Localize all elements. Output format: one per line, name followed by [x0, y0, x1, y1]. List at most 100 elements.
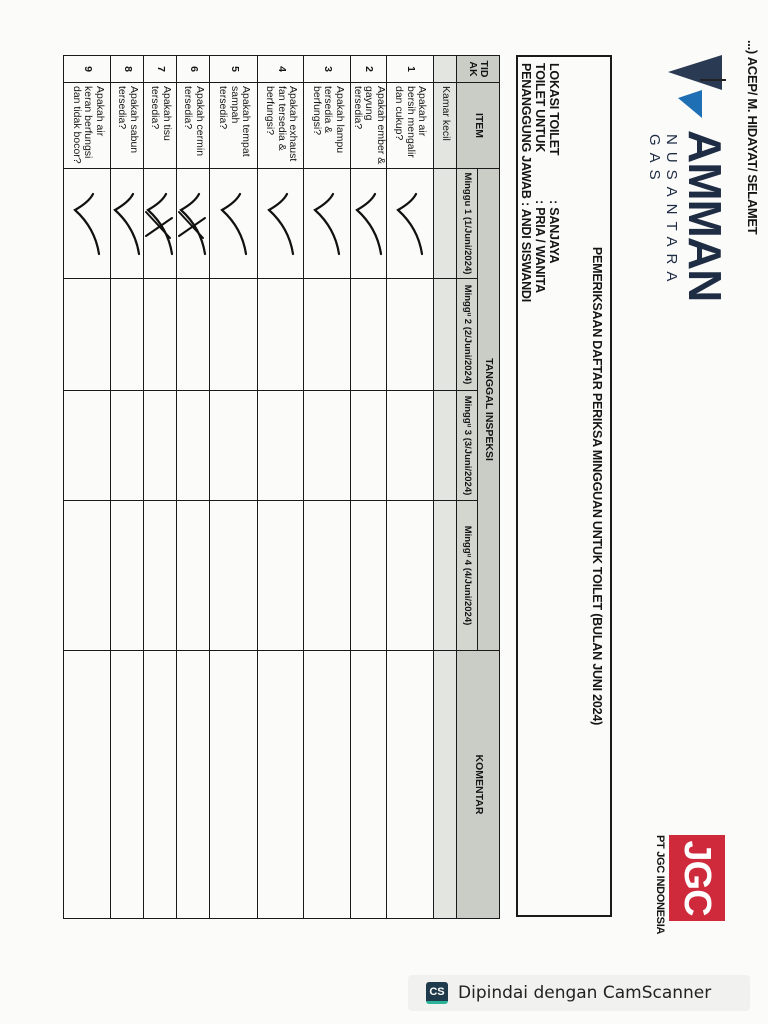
table-row: 1 Apakah air bersih mengalir dan cukup?	[386, 55, 434, 919]
row-item: Apakah ember & gayung tersedia?	[351, 82, 387, 169]
category-no	[433, 55, 457, 83]
empty-cell	[64, 278, 111, 391]
empty-cell	[386, 500, 434, 651]
row-item: Apakah cermin tersedia?	[177, 82, 210, 169]
empty-cell	[144, 650, 177, 919]
info-label: PENANGGUNG JAWAB	[519, 63, 533, 199]
row-number: 5	[210, 55, 258, 83]
check-mark	[386, 168, 434, 279]
table-row: 5 Apakah tempat sampah tersedia?	[210, 55, 258, 919]
row-number: 3	[304, 55, 351, 83]
amman-emblem-icon	[668, 55, 726, 118]
cell	[433, 278, 457, 391]
cell	[433, 168, 457, 279]
empty-cell	[386, 278, 434, 391]
empty-cell	[177, 278, 210, 391]
table-row: 9 Apakah air keran berfungsi dan tidak bo…	[64, 55, 111, 919]
empty-cell	[258, 390, 304, 501]
empty-cell	[210, 650, 258, 919]
empty-cell	[386, 390, 434, 501]
check-mark	[351, 168, 387, 279]
empty-cell	[304, 650, 351, 919]
info-box: PEMERIKSAAN DAFTAR PERIKSA MINGGUAN UNTU…	[516, 55, 612, 917]
camscanner-text: Dipindai dengan CamScanner	[458, 983, 712, 1003]
table-row: 2 Apakah ember & gayung tersedia?	[351, 55, 387, 919]
row-item: Apakah tisu tersedia?	[144, 82, 177, 169]
header-week-2: Minggᵘ 2 (2/Juni/2024)	[456, 278, 478, 391]
empty-cell	[144, 390, 177, 501]
info-label: TOILET UNTUK	[533, 63, 547, 153]
table-row: 8 Apakah sabun tersedia?	[111, 55, 144, 919]
row-number: 2	[351, 55, 387, 83]
category-row: Kamar kecil	[433, 55, 457, 919]
empty-cell	[111, 650, 144, 919]
check-mark	[111, 168, 144, 279]
empty-cell	[304, 278, 351, 391]
check-mark	[258, 168, 304, 279]
empty-cell	[258, 278, 304, 391]
check-crossed-mark	[177, 168, 210, 279]
empty-cell	[111, 500, 144, 651]
category-label: Kamar kecil	[433, 82, 457, 169]
empty-cell	[177, 650, 210, 919]
header-week-4: Minggᵘ 4 (4/Juni/2024)	[456, 500, 478, 651]
row-number: 4	[258, 55, 304, 83]
signatories-note: ...) ACEP/ M. HIDAYAT/ SELAMET	[745, 40, 760, 235]
table-row: 3 Apakah lampu tersedia & berfungsi?	[304, 55, 351, 919]
empty-cell	[351, 390, 387, 501]
info-toilet-for: TOILET UNTUK: PRIA / WANITA	[533, 63, 547, 293]
info-value: : ANDI SISWANDI	[519, 202, 533, 303]
header-week-1: Minggu 1 (1/Juni/2024)	[456, 168, 478, 279]
logo-text: AMMAN	[679, 130, 731, 302]
check-mark	[210, 168, 258, 279]
empty-cell	[351, 650, 387, 919]
table-row: 7 Apakah tisu tersedia?	[144, 55, 177, 919]
empty-cell	[258, 500, 304, 651]
cell	[433, 500, 457, 651]
row-number: 6	[177, 55, 210, 83]
empty-cell	[144, 278, 177, 391]
empty-cell	[64, 500, 111, 651]
info-label: LOKASI TOILET	[547, 63, 561, 156]
empty-cell	[258, 650, 304, 919]
empty-cell	[304, 500, 351, 651]
table-row: 4 Apakah exhaust fan tersedia & berfungsi…	[258, 55, 304, 919]
info-responsible: PENANGGUNG JAWAB : ANDI SISWANDI	[519, 63, 533, 302]
empty-cell	[64, 390, 111, 501]
row-number: 9	[64, 55, 111, 83]
row-item: Apakah air keran berfungsi dan tidak boc…	[64, 82, 111, 169]
empty-cell	[210, 278, 258, 391]
check-mark	[64, 168, 111, 279]
check-crossed-mark	[144, 168, 177, 279]
row-number: 8	[111, 55, 144, 83]
empty-cell	[111, 278, 144, 391]
camscanner-icon: CS	[426, 982, 448, 1004]
header-inspection-date: TANGGAL INSPEKSI	[477, 168, 500, 651]
check-mark	[304, 168, 351, 279]
header-comment: KOMENTAR	[456, 650, 500, 919]
row-item: Apakah exhaust fan tersedia & berfungsi?	[258, 82, 304, 169]
jgc-company-name: PT JGC INDONESIA	[654, 835, 666, 935]
info-value: : SANJAYA	[547, 200, 561, 264]
empty-cell	[111, 390, 144, 501]
empty-cell	[210, 500, 258, 651]
header-no: TID AK	[456, 55, 500, 83]
row-item: Apakah air bersih mengalir dan cukup?	[386, 82, 434, 169]
row-item: Apakah tempat sampah tersedia?	[210, 82, 258, 169]
empty-cell	[210, 390, 258, 501]
row-number: 7	[144, 55, 177, 83]
info-location: LOKASI TOILET : SANJAYA	[547, 63, 561, 263]
empty-cell	[304, 390, 351, 501]
row-number: 1	[386, 55, 434, 83]
cell	[433, 650, 457, 919]
table-row: 6 Apakah cermin tersedia?	[177, 55, 210, 919]
empty-cell	[351, 500, 387, 651]
empty-cell	[386, 650, 434, 919]
row-item: Apakah lampu tersedia & berfungsi?	[304, 82, 351, 169]
amman-logo: AMMAN NUSANTARA GAS	[646, 50, 731, 310]
document-title: PEMERIKSAAN DAFTAR PERIKSA MINGGUAN UNTU…	[590, 246, 604, 726]
checklist-table: TID AK ITEM TANGGAL INSPEKSI KOMENTAR Mi…	[64, 55, 501, 919]
jgc-logo: JGC	[669, 835, 725, 921]
logo-subtext: NUSANTARA GAS	[646, 134, 680, 288]
